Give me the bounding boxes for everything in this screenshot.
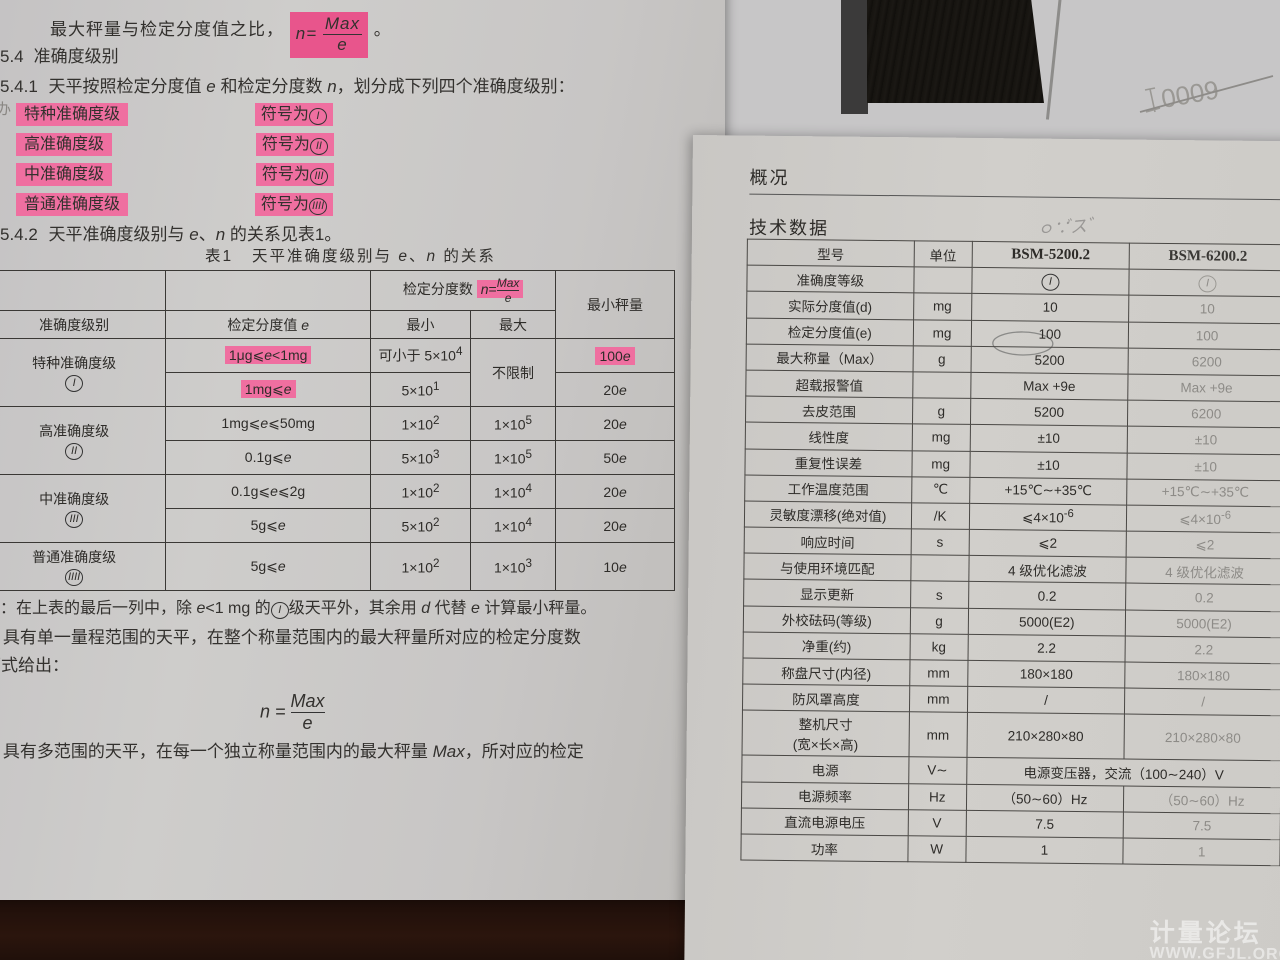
svg-text:0009: 0009 <box>1159 74 1221 114</box>
